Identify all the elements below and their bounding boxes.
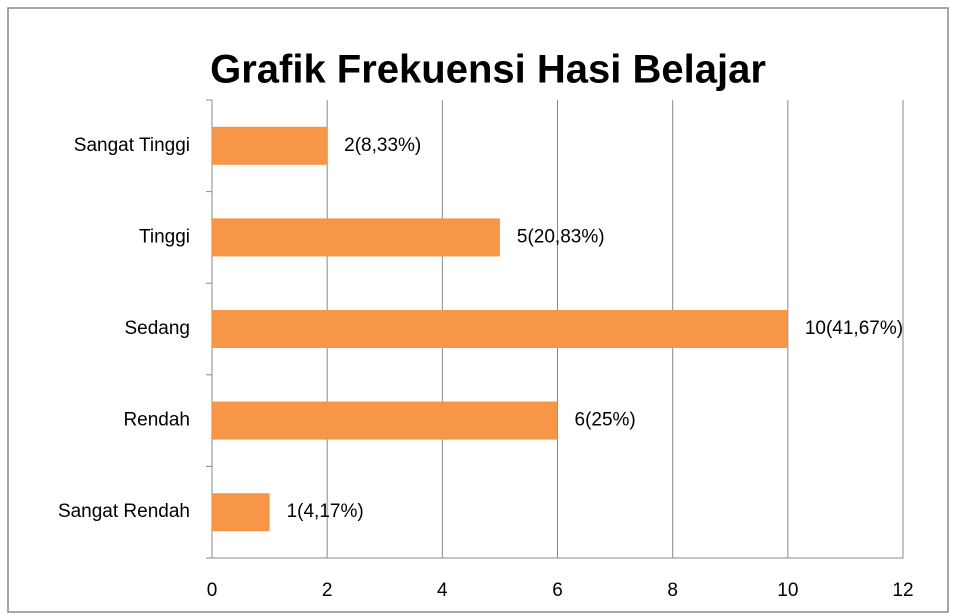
bar (212, 493, 270, 532)
data-label: 5(20,83%) (517, 226, 605, 247)
y-tick-label: Tinggi (139, 226, 190, 247)
y-tick-label: Rendah (123, 410, 190, 431)
x-tick-label: 6 (552, 580, 563, 601)
x-tick-label: 2 (322, 580, 333, 601)
x-tick-label: 0 (207, 580, 218, 601)
bar (212, 310, 788, 348)
y-tick-label: Sedang (124, 318, 190, 339)
x-tick-label: 10 (777, 580, 798, 601)
bar (212, 126, 328, 165)
data-label: 10(41,67%) (805, 318, 903, 339)
y-tick-label: Sangat Rendah (58, 501, 190, 522)
bar (212, 218, 500, 257)
bar (212, 401, 558, 440)
x-tick-label: 4 (437, 580, 448, 601)
y-tick-label: Sangat Tinggi (74, 135, 190, 156)
chart-title: Grafik Frekuensi Hasi Belajar (210, 48, 766, 92)
x-tick-label: 8 (667, 580, 678, 601)
x-tick-label: 12 (892, 580, 913, 601)
data-label: 6(25%) (575, 410, 636, 431)
data-label: 1(4,17%) (287, 501, 364, 522)
data-label: 2(8,33%) (344, 135, 421, 156)
